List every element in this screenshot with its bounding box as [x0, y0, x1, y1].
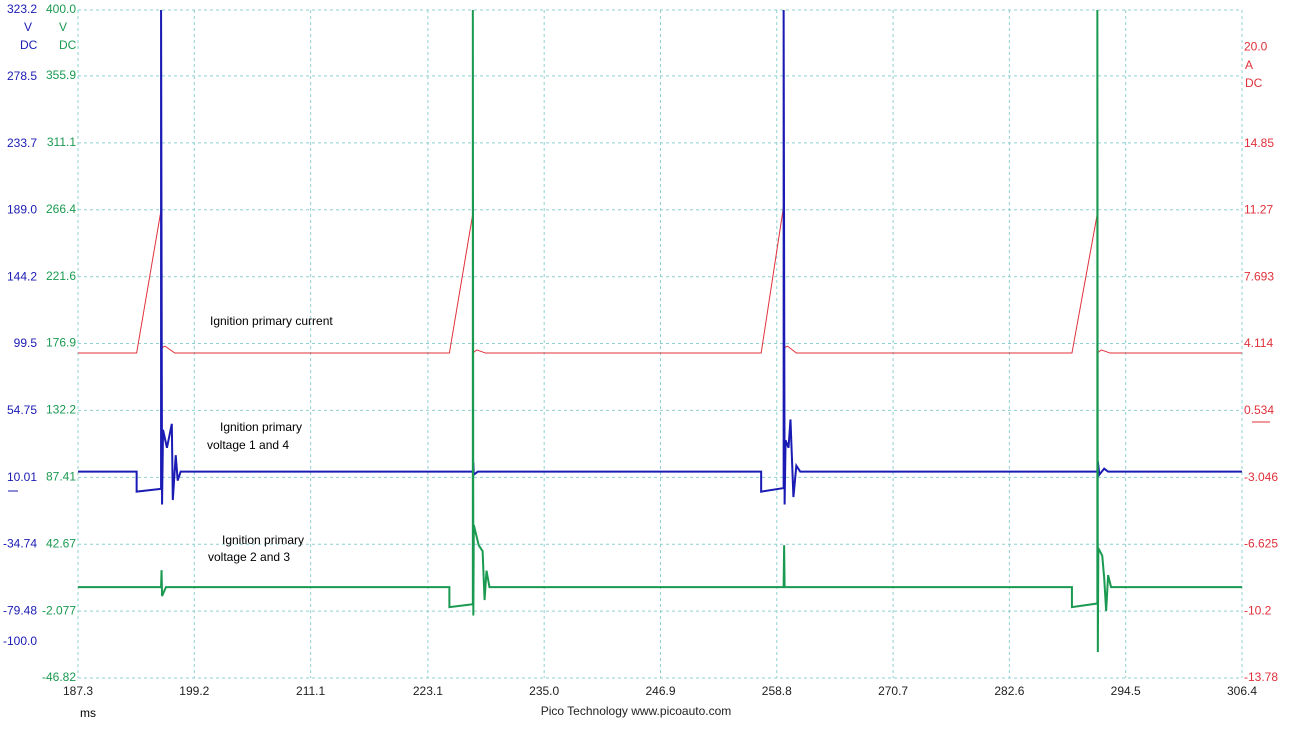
y-tick-label: 221.6	[46, 269, 76, 283]
y-tick-label: 355.9	[46, 68, 76, 82]
series-line	[78, 10, 1242, 505]
y-tick-label: -34.74	[3, 537, 37, 551]
x-tick-label: 294.5	[1111, 684, 1141, 698]
y-tick-label: 400.0	[46, 2, 76, 16]
y-tick-label: 266.4	[46, 202, 76, 216]
series-label: voltage 1 and 4	[207, 438, 289, 452]
y-tick-label: 10.01	[7, 470, 37, 484]
y-tick-label: 99.5	[14, 336, 38, 350]
y-tick-label: 42.67	[46, 536, 76, 550]
y-tick-label: -10.2	[1244, 603, 1272, 617]
y-tick-label: 132.2	[46, 403, 76, 417]
y-tick-label: -6.625	[1244, 537, 1278, 551]
y-tick-label: -79.48	[3, 603, 37, 617]
y-tick-label: 233.7	[7, 136, 37, 150]
y-tick-label: 14.85	[1244, 136, 1274, 150]
plot-area	[78, 10, 1242, 653]
x-tick-label: 270.7	[878, 684, 908, 698]
y-tick-label: 54.75	[7, 403, 37, 417]
y-tick-label: -3.046	[1244, 470, 1278, 484]
x-tick-label: 246.9	[645, 684, 675, 698]
y-tick-label: 20.0	[1244, 40, 1268, 54]
axis-unit: DC	[59, 38, 77, 52]
series-label: Ignition primary	[220, 420, 302, 434]
x-tick-label: 235.0	[529, 684, 559, 698]
y-tick-label: 7.693	[1244, 269, 1274, 283]
footer: Pico Technology www.picoauto.com	[541, 704, 732, 718]
axis-unit: DC	[20, 38, 38, 52]
axis-unit: A	[1245, 58, 1253, 72]
x-tick-label: 282.6	[994, 684, 1024, 698]
x-tick-label: 306.4	[1227, 684, 1257, 698]
x-unit: ms	[80, 706, 96, 720]
y-tick-label: 176.9	[46, 336, 76, 350]
x-tick-label: 223.1	[413, 684, 443, 698]
y-tick-label: 278.5	[7, 69, 37, 83]
y-tick-label: 11.27	[1244, 203, 1273, 217]
axis-unit: DC	[1245, 76, 1263, 90]
x-tick-label: 258.8	[762, 684, 792, 698]
series-label: voltage 2 and 3	[208, 550, 290, 564]
y-tick-label: 144.2	[7, 269, 37, 283]
y-tick-label: -2.077	[42, 603, 76, 617]
y-tick-label: -46.82	[42, 670, 76, 684]
y-tick-label: -13.78	[1244, 670, 1278, 684]
axis-unit: V	[24, 20, 32, 34]
series-label: Ignition primary current	[210, 314, 333, 328]
series-label: Ignition primary	[222, 533, 304, 547]
y-tick-label: 189.0	[7, 203, 37, 217]
axis-unit: V	[59, 20, 67, 34]
y-tick-label: 323.2	[7, 2, 37, 16]
y-tick-label: 311.1	[47, 135, 76, 149]
x-tick-label: 211.1	[296, 684, 325, 698]
y-tick-label: 87.41	[46, 469, 76, 483]
y-tick-label: -100.0	[3, 634, 37, 648]
x-tick-label: 199.2	[179, 684, 209, 698]
x-tick-label: 187.3	[63, 684, 93, 698]
series-line	[78, 10, 1242, 653]
y-tick-label: 0.534	[1244, 403, 1274, 417]
y-tick-label: 4.114	[1244, 336, 1273, 350]
